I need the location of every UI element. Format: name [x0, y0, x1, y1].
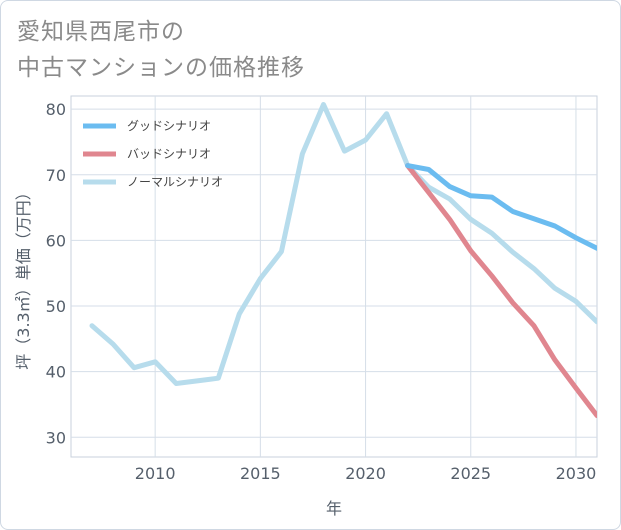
y-tick-label: 50: [46, 297, 66, 316]
series-layer: [89, 102, 597, 419]
y-axis-ticks: 30 40 50 60 70 80: [46, 100, 66, 447]
x-axis-label: 年: [326, 499, 342, 518]
x-tick-label: 2015: [240, 464, 281, 483]
series-line-2: [89, 102, 597, 386]
x-axis-ticks: 2010 2015 2020 2025 2030: [135, 464, 597, 483]
chart-title-line-1: 愛知県西尾市の: [17, 19, 185, 45]
series-line-1: [405, 163, 597, 419]
y-tick-label: 60: [46, 231, 66, 250]
y-tick-label: 30: [46, 428, 66, 447]
legend-label: グッドシナリオ: [127, 119, 211, 133]
plot-area: [70, 95, 598, 458]
legend-label: バッドシナリオ: [127, 147, 211, 161]
y-tick-label: 40: [46, 363, 66, 382]
y-axis-label: 坪（3.3㎡）単価（万円）: [14, 184, 33, 369]
x-tick-label: 2010: [135, 464, 176, 483]
grid: [71, 96, 597, 457]
chart-title-line-2: 中古マンションの価格推移: [17, 55, 305, 81]
y-tick-label: 80: [46, 100, 66, 119]
y-tick-label: 70: [46, 166, 66, 185]
chart-title: 愛知県西尾市の 中古マンションの価格推移: [17, 14, 305, 86]
series-line-0: [405, 163, 597, 251]
x-tick-label: 2025: [450, 464, 491, 483]
x-tick-label: 2030: [556, 464, 597, 483]
legend-label: ノーマルシナリオ: [127, 175, 223, 189]
x-tick-label: 2020: [345, 464, 386, 483]
